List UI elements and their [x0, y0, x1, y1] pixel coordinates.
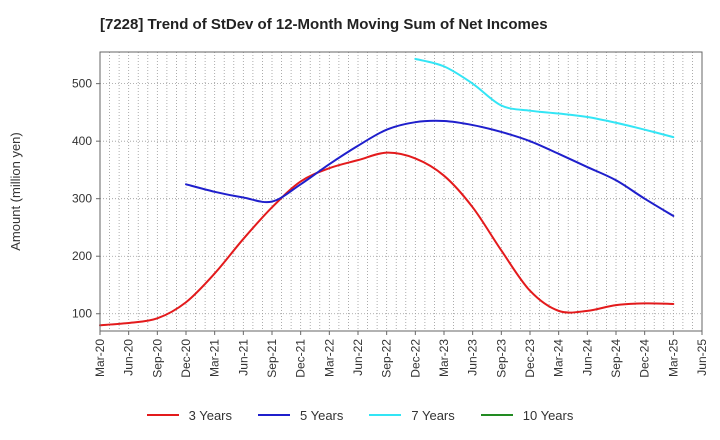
- legend-label: 3 Years: [188, 407, 232, 423]
- x-tick-label: Dec-20: [179, 339, 193, 378]
- series-line-7-years: [414, 57, 675, 139]
- x-axis-ticks: Mar-20 Jun-20 Sep-20 Dec-20 Mar-21 Jun-21 Sep-…: [93, 331, 709, 378]
- y-tick-label: 400: [72, 134, 92, 148]
- x-tick-label: Mar-22: [322, 339, 336, 377]
- series-line-3-years: [99, 151, 675, 327]
- legend-item-7-years: 7 Years: [369, 404, 455, 426]
- legend: 3 Years 5 Years 7 Years 10 Years: [0, 404, 720, 426]
- plot-frame: [99, 51, 703, 332]
- x-tick-label: Jun-22: [351, 339, 365, 376]
- legend-label: 5 Years: [300, 407, 344, 423]
- y-axis-label: Amount (million yen): [8, 132, 23, 251]
- x-tick-label: Sep-23: [494, 339, 508, 378]
- y-tick-label: 200: [72, 249, 92, 263]
- x-tick-label: Jun-20: [122, 339, 136, 376]
- x-tick-label: Sep-24: [609, 339, 623, 378]
- legend-item-3-years: 3 Years: [146, 404, 232, 426]
- x-tick-label: Dec-21: [294, 339, 308, 378]
- x-tick-label: Jun-25: [695, 339, 709, 376]
- plot-area: [100, 52, 702, 331]
- grid-lines: [100, 52, 702, 331]
- legend-label: 7 Years: [411, 407, 455, 423]
- y-tick-label: 300: [72, 192, 92, 206]
- legend-item-5-years: 5 Years: [258, 404, 343, 426]
- x-tick-label: Sep-21: [265, 339, 279, 378]
- x-tick-label: Jun-21: [236, 339, 250, 376]
- legend-swatch: [369, 414, 402, 416]
- legend-item-10-years: 10 Years: [480, 404, 574, 426]
- x-tick-label: Sep-20: [150, 339, 164, 378]
- x-tick-label: Sep-22: [380, 339, 394, 378]
- x-tick-label: Mar-20: [93, 339, 107, 377]
- y-axis-ticks: 100 200 300 400 500: [72, 77, 100, 321]
- y-tick-label: 500: [72, 77, 92, 91]
- legend-swatch: [258, 414, 290, 416]
- x-tick-label: Dec-24: [638, 339, 652, 378]
- x-tick-label: Mar-24: [552, 339, 566, 377]
- x-tick-label: Mar-23: [437, 339, 451, 377]
- x-tick-label: Dec-23: [523, 339, 537, 378]
- x-tick-label: Dec-22: [408, 339, 422, 378]
- x-tick-label: Jun-24: [580, 339, 594, 376]
- y-tick-label: 100: [72, 307, 92, 321]
- legend-swatch: [146, 414, 179, 416]
- x-tick-label: Mar-25: [666, 339, 680, 377]
- x-tick-label: Mar-21: [208, 339, 222, 377]
- legend-label: 10 Years: [522, 407, 574, 423]
- series-lines: [99, 57, 675, 327]
- legend-swatch: [480, 414, 513, 416]
- chart-title: [7228] Trend of StDev of 12-Month Moving…: [100, 16, 548, 33]
- x-tick-label: Jun-23: [466, 339, 480, 376]
- series-line-5-years: [185, 119, 675, 217]
